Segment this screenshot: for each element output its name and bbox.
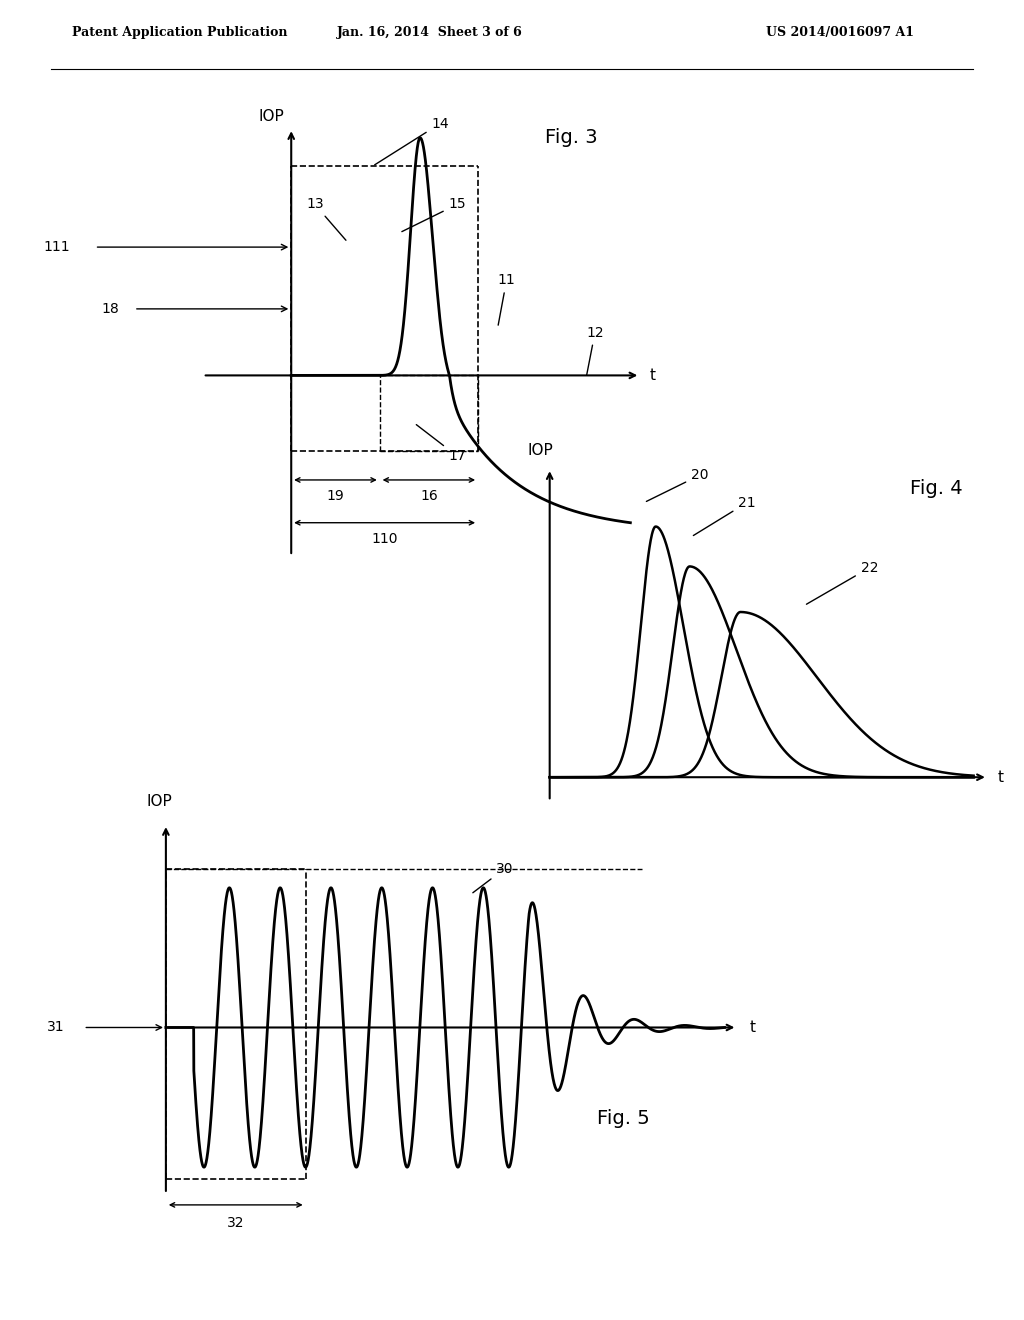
Text: 16: 16 <box>420 490 437 503</box>
Text: 111: 111 <box>43 240 70 255</box>
Text: Fig. 5: Fig. 5 <box>597 1109 649 1127</box>
Text: Patent Application Publication: Patent Application Publication <box>72 26 287 38</box>
Text: Fig. 4: Fig. 4 <box>909 479 963 498</box>
Text: t: t <box>997 770 1004 784</box>
Text: 19: 19 <box>327 490 344 503</box>
Text: 20: 20 <box>646 469 709 502</box>
Text: Jan. 16, 2014  Sheet 3 of 6: Jan. 16, 2014 Sheet 3 of 6 <box>337 26 523 38</box>
Text: 14: 14 <box>375 116 449 165</box>
Text: 110: 110 <box>372 532 398 546</box>
Text: 12: 12 <box>586 326 604 375</box>
Text: 31: 31 <box>47 1020 65 1035</box>
Text: US 2014/0016097 A1: US 2014/0016097 A1 <box>766 26 913 38</box>
Text: 17: 17 <box>417 425 466 463</box>
Text: IOP: IOP <box>259 108 285 124</box>
Text: 11: 11 <box>498 273 515 325</box>
Text: 21: 21 <box>693 495 756 536</box>
Text: t: t <box>750 1020 756 1035</box>
Text: 22: 22 <box>807 561 878 605</box>
Text: 32: 32 <box>227 1216 245 1230</box>
Text: IOP: IOP <box>527 444 553 458</box>
Text: t: t <box>650 368 656 383</box>
Text: Fig. 3: Fig. 3 <box>545 128 598 148</box>
Text: 30: 30 <box>473 862 513 892</box>
Text: 13: 13 <box>306 197 346 240</box>
Text: 15: 15 <box>401 197 466 231</box>
Text: 18: 18 <box>101 302 119 315</box>
Text: IOP: IOP <box>146 795 172 809</box>
